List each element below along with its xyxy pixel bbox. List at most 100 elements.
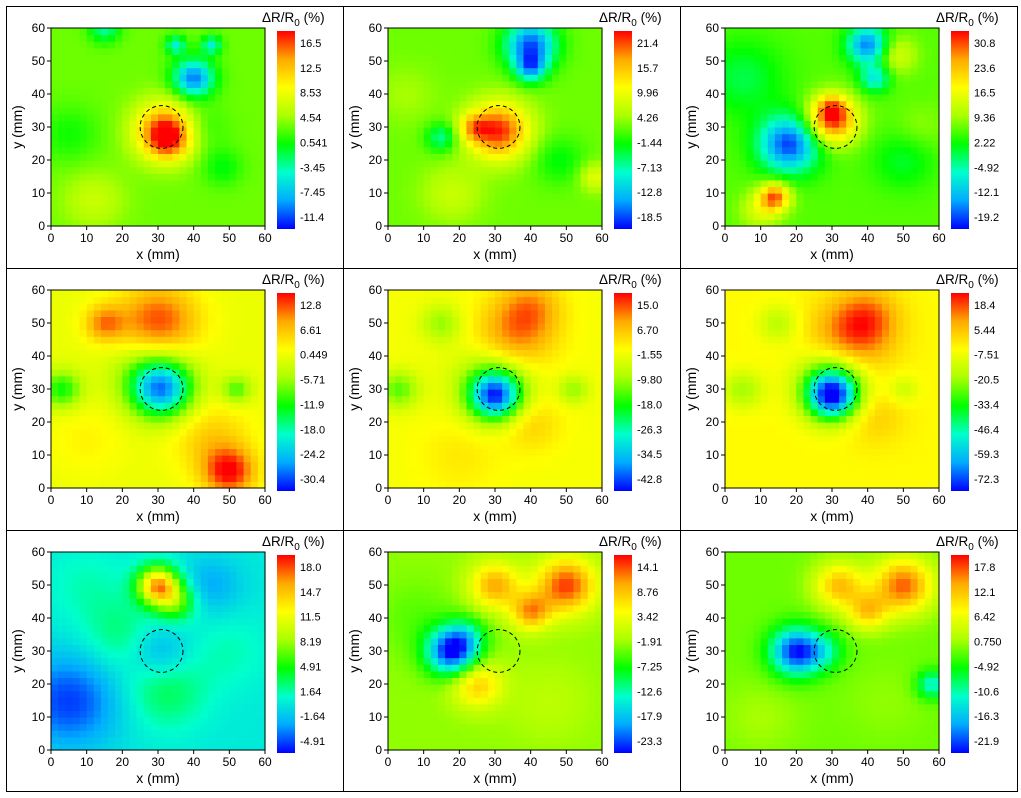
heatmap-cell <box>811 107 819 114</box>
heatmap-cell <box>179 303 187 310</box>
heatmap-cell <box>388 213 396 220</box>
heatmap-cell <box>158 448 166 455</box>
heatmap-cell <box>509 147 517 154</box>
heatmap-cell <box>144 48 152 55</box>
heatmap-cell <box>566 101 574 108</box>
heatmap-cell <box>725 180 733 187</box>
y-tick-label: 10 <box>706 186 720 200</box>
heatmap-cell <box>754 356 762 363</box>
heatmap-cell <box>452 349 460 356</box>
heatmap-cell <box>918 28 926 35</box>
heatmap-cell <box>495 475 503 482</box>
heatmap-cell <box>552 200 560 207</box>
heatmap-cell <box>531 435 539 442</box>
heatmap-cell <box>201 107 209 114</box>
heatmap-cell <box>165 114 173 121</box>
heatmap-cell <box>761 41 769 48</box>
heatmap-cell <box>789 186 797 193</box>
heatmap-cell <box>559 396 567 403</box>
heatmap-cell <box>538 193 546 200</box>
heatmap-cell <box>251 336 259 343</box>
heatmap-cell <box>531 213 539 220</box>
heatmap-cell <box>452 435 460 442</box>
heatmap-cell <box>853 193 861 200</box>
heatmap-cell <box>559 127 567 134</box>
heatmap-cell <box>818 213 826 220</box>
heatmap-cell <box>853 114 861 121</box>
heatmap-cell <box>129 213 137 220</box>
heatmap-cell <box>768 356 776 363</box>
heatmap-cell <box>251 442 259 449</box>
heatmap-cell <box>151 68 159 75</box>
heatmap-cell <box>466 363 474 370</box>
heatmap-cell <box>910 94 918 101</box>
heatmap-cell <box>725 28 733 35</box>
heatmap-cell <box>424 396 432 403</box>
heatmap-cell <box>395 396 403 403</box>
heatmap-cell <box>151 448 159 455</box>
heatmap-cell <box>179 140 187 147</box>
heatmap-cell <box>72 180 80 187</box>
heatmap-cell <box>229 114 237 121</box>
heatmap-cell <box>208 422 216 429</box>
heatmap-cell <box>545 382 553 389</box>
heatmap-cell <box>882 35 890 42</box>
heatmap-cell <box>129 61 137 68</box>
heatmap-cell <box>768 336 776 343</box>
heatmap-cell <box>459 134 467 141</box>
heatmap-cell <box>573 127 581 134</box>
heatmap-cell <box>179 206 187 213</box>
heatmap-cell <box>595 389 603 396</box>
heatmap-cell <box>459 363 467 370</box>
heatmap-cell <box>509 48 517 55</box>
heatmap-cell <box>194 376 202 383</box>
heatmap-cell <box>438 415 446 422</box>
heatmap-cell <box>431 41 439 48</box>
heatmap-cell <box>215 167 223 174</box>
heatmap-cell <box>94 186 102 193</box>
heatmap-cell <box>388 323 396 330</box>
heatmap-cell <box>839 107 847 114</box>
heatmap-cell <box>754 389 762 396</box>
heatmap-cell <box>452 363 460 370</box>
heatmap-cell <box>889 41 897 48</box>
heatmap-cell <box>101 81 109 88</box>
heatmap-cell <box>179 455 187 462</box>
heatmap-cell <box>438 41 446 48</box>
heatmap-cell <box>129 442 137 449</box>
heatmap-cell <box>846 193 854 200</box>
heatmap-cell <box>388 363 396 370</box>
heatmap-cell <box>531 81 539 88</box>
heatmap-cell <box>222 415 230 422</box>
heatmap-cell <box>739 382 747 389</box>
heatmap-cell <box>474 349 482 356</box>
heatmap-cell <box>803 35 811 42</box>
heatmap-cell <box>87 81 95 88</box>
heatmap-cell <box>552 323 560 330</box>
heatmap-cell <box>122 310 130 317</box>
heatmap-cell <box>194 167 202 174</box>
heatmap-cell <box>746 127 754 134</box>
heatmap-cell <box>918 193 926 200</box>
heatmap-cell <box>732 422 740 429</box>
heatmap-cell <box>861 160 869 167</box>
heatmap-cell <box>251 28 259 35</box>
heatmap-cell <box>222 369 230 376</box>
y-tick-label: 10 <box>32 186 46 200</box>
heatmap-cell <box>58 87 66 94</box>
heatmap-cell <box>201 35 209 42</box>
heatmap-cell <box>466 94 474 101</box>
heatmap-cell <box>761 475 769 482</box>
heatmap-cell <box>417 28 425 35</box>
heatmap-cell <box>445 28 453 35</box>
heatmap-cell <box>208 173 216 180</box>
heatmap-cell <box>151 180 159 187</box>
heatmap-cell <box>395 120 403 127</box>
heatmap-cell <box>137 376 145 383</box>
heatmap-cell <box>725 35 733 42</box>
heatmap-cell <box>101 68 109 75</box>
heatmap-cell <box>187 107 195 114</box>
heatmap-cell <box>925 134 933 141</box>
heatmap-cell <box>524 87 532 94</box>
heatmap-cell <box>258 330 266 337</box>
